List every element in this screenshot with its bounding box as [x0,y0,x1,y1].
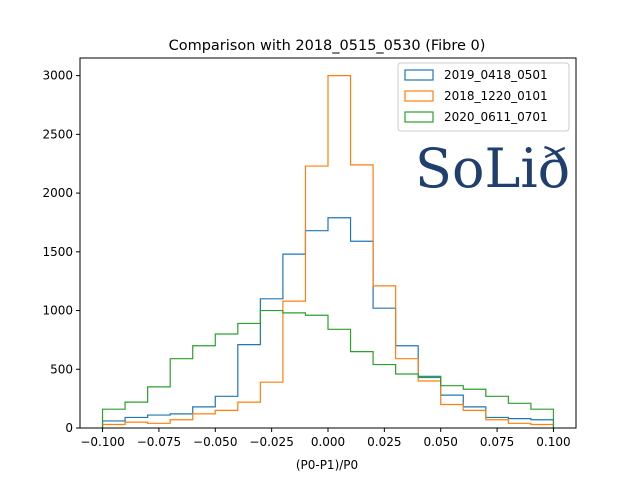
chart-title: Comparison with 2018_0515_0530 (Fibre 0) [169,38,486,54]
x-tick-label: 0.025 [367,435,401,449]
y-axis: 0 500 1000 1500 2000 2500 3000 [42,69,80,435]
legend-entry: 2018_1220_0101 [444,89,548,103]
x-tick-label: 0.075 [480,435,514,449]
series-line-2019_0418_0501 [101,217,555,428]
y-tick-label: 1500 [42,245,73,259]
x-tick-label: −0.100 [80,435,124,449]
x-tick-label: 0.050 [424,435,458,449]
legend-entry: 2019_0418_0501 [444,68,548,82]
legend-entry: 2020_0611_0701 [444,110,548,124]
x-tick-label: −0.025 [249,435,293,449]
x-tick-label: 0.000 [311,435,345,449]
x-tick-label: −0.075 [137,435,181,449]
y-tick-label: 500 [50,362,73,376]
legend-swatch [404,111,434,123]
legend: 2019_0418_0501 2018_1220_0101 2020_0611_07… [397,62,570,132]
series-line-2020_0611_0701 [101,309,555,428]
legend-box [397,62,570,132]
x-axis: −0.100 −0.075 −0.050 −0.025 0.000 0.025 0.050 0… [80,428,571,449]
x-tick-label: −0.050 [193,435,237,449]
x-axis-label: (P0-P1)/P0 [296,458,358,472]
y-tick-label: 2000 [42,186,73,200]
solid-logo: SoLið [415,137,570,200]
y-tick-label: 0 [65,421,73,435]
x-tick-label: 0.100 [536,435,570,449]
series-line-2018_1220_0101 [101,75,555,428]
y-tick-label: 2500 [42,127,73,141]
plot-area [101,75,555,428]
legend-swatch [404,90,434,102]
legend-swatch [404,69,434,81]
y-tick-label: 1000 [42,304,73,318]
y-tick-label: 3000 [42,69,73,83]
axes-frame [79,57,577,429]
